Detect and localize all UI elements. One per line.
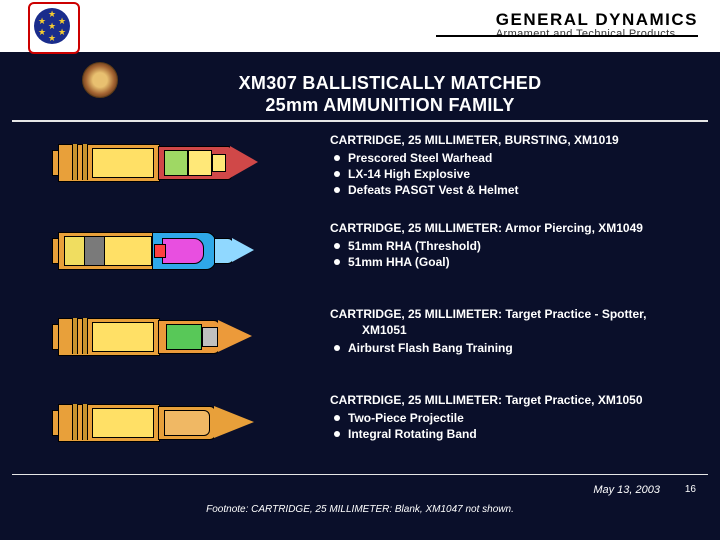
heading-xm1051: CARTRIDGE, 25 MILLIMETER: Target Practic… [330,306,692,322]
cartridge-xm1049 [52,224,282,276]
footer-footnote: Footnote: CARTRIDGE, 25 MILLIMETER: Blan… [0,504,720,515]
shield-icon: ★ ★ ★ ★ ★ ★ ★ [28,2,80,54]
bullet: Airburst Flash Bang Training [348,340,692,356]
footer-page: 16 [685,484,696,495]
bullet: 51mm RHA (Threshold) [348,238,692,254]
brand-name: GENERAL DYNAMICS [496,10,698,30]
footer-rule [12,474,708,475]
desc-xm1049: CARTRIDGE, 25 MILLIMETER: Armor Piercing… [330,220,692,270]
heading-xm1019: CARTRIDGE, 25 MILLIMETER, BURSTING, XM10… [330,132,692,148]
bullet: Defeats PASGT Vest & Helmet [348,182,692,198]
heading-xm1049: CARTRIDGE, 25 MILLIMETER: Armor Piercing… [330,220,692,236]
program-patch-icon [82,62,118,98]
bullet: Integral Rotating Band [348,426,692,442]
cartridge-xm1051 [52,310,282,362]
title-line2: 25mm AMMUNITION FAMILY [265,95,514,115]
bullet: 51mm HHA (Goal) [348,254,692,270]
bullet: Two-Piece Projectile [348,410,692,426]
heading-xm1050: CARTRDIGE, 25 MILLIMETER: Target Practic… [330,392,692,408]
title-underline [12,120,708,122]
desc-xm1019: CARTRIDGE, 25 MILLIMETER, BURSTING, XM10… [330,132,692,198]
brand-underline [436,35,698,37]
footer-date: May 13, 2003 [593,484,660,496]
title-line1: XM307 BALLISTICALLY MATCHED [239,73,542,93]
desc-xm1050: CARTRDIGE, 25 MILLIMETER: Target Practic… [330,392,692,442]
bullet: LX-14 High Explosive [348,166,692,182]
page-title: XM307 BALLISTICALLY MATCHED 25mm AMMUNIT… [170,72,610,116]
bullet: Prescored Steel Warhead [348,150,692,166]
brand-subtitle: Armament and Technical Products [496,28,698,40]
cartridge-xm1019 [52,136,282,188]
header-bar: ★ ★ ★ ★ ★ ★ ★ GENERAL DYNAMICS Armament … [0,0,720,52]
desc-xm1051: CARTRIDGE, 25 MILLIMETER: Target Practic… [330,306,692,356]
heading-xm1051b: XM1051 [330,322,692,338]
army-logo: ★ ★ ★ ★ ★ ★ ★ [20,0,90,84]
cartridge-xm1050 [52,396,282,448]
